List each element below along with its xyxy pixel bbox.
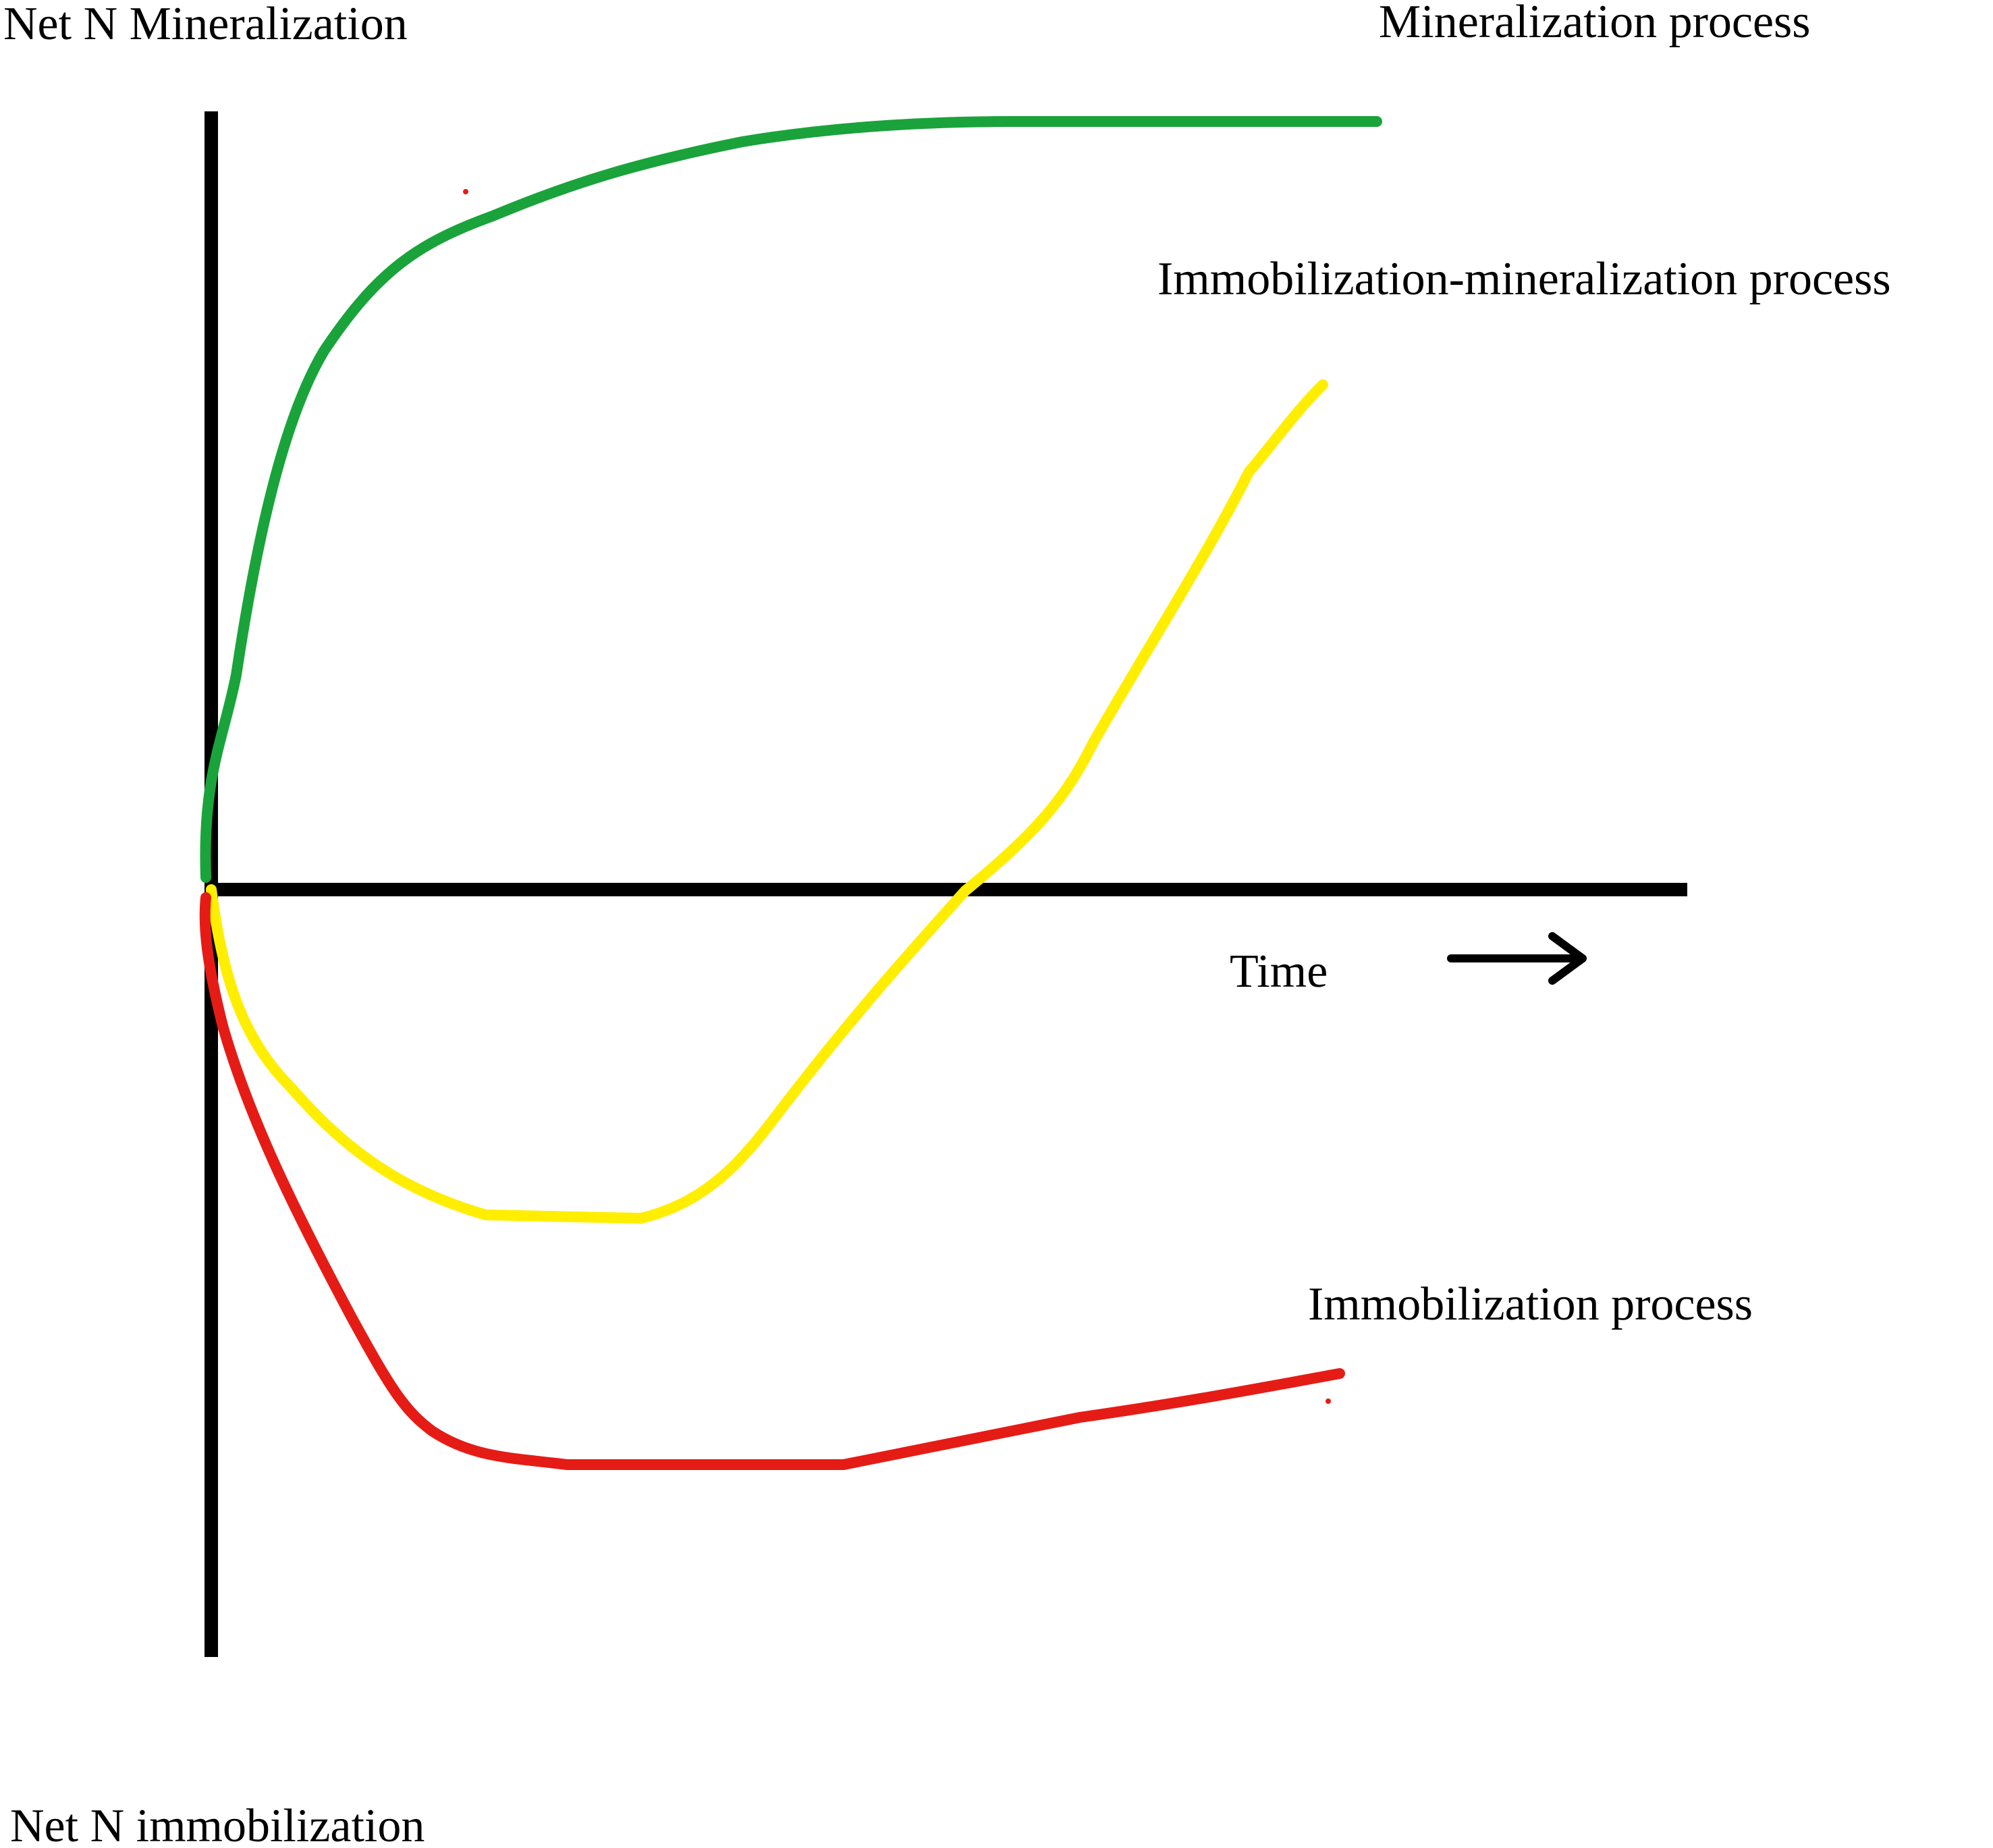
immobilization-mineralization-label: Immobilization-mineralization process (1157, 253, 1891, 305)
x-axis-label: Time (1230, 946, 1328, 998)
right-arrow-icon (1447, 932, 1587, 985)
mineralization-curve (200, 116, 1382, 883)
y-axis-top-label: Net N Mineralization (3, 0, 408, 50)
stray-dot-red-top (463, 189, 468, 194)
immobilization-mineralization-curve (206, 379, 1328, 1224)
y-axis-bottom-label: Net N immobilization (10, 1800, 425, 1848)
stray-dot-red-right (1326, 1398, 1331, 1404)
immobilization-curve (199, 892, 1345, 1470)
immobilization-label: Immobilization process (1308, 1278, 1753, 1330)
mineralization-label: Mineralization process (1379, 0, 1811, 48)
